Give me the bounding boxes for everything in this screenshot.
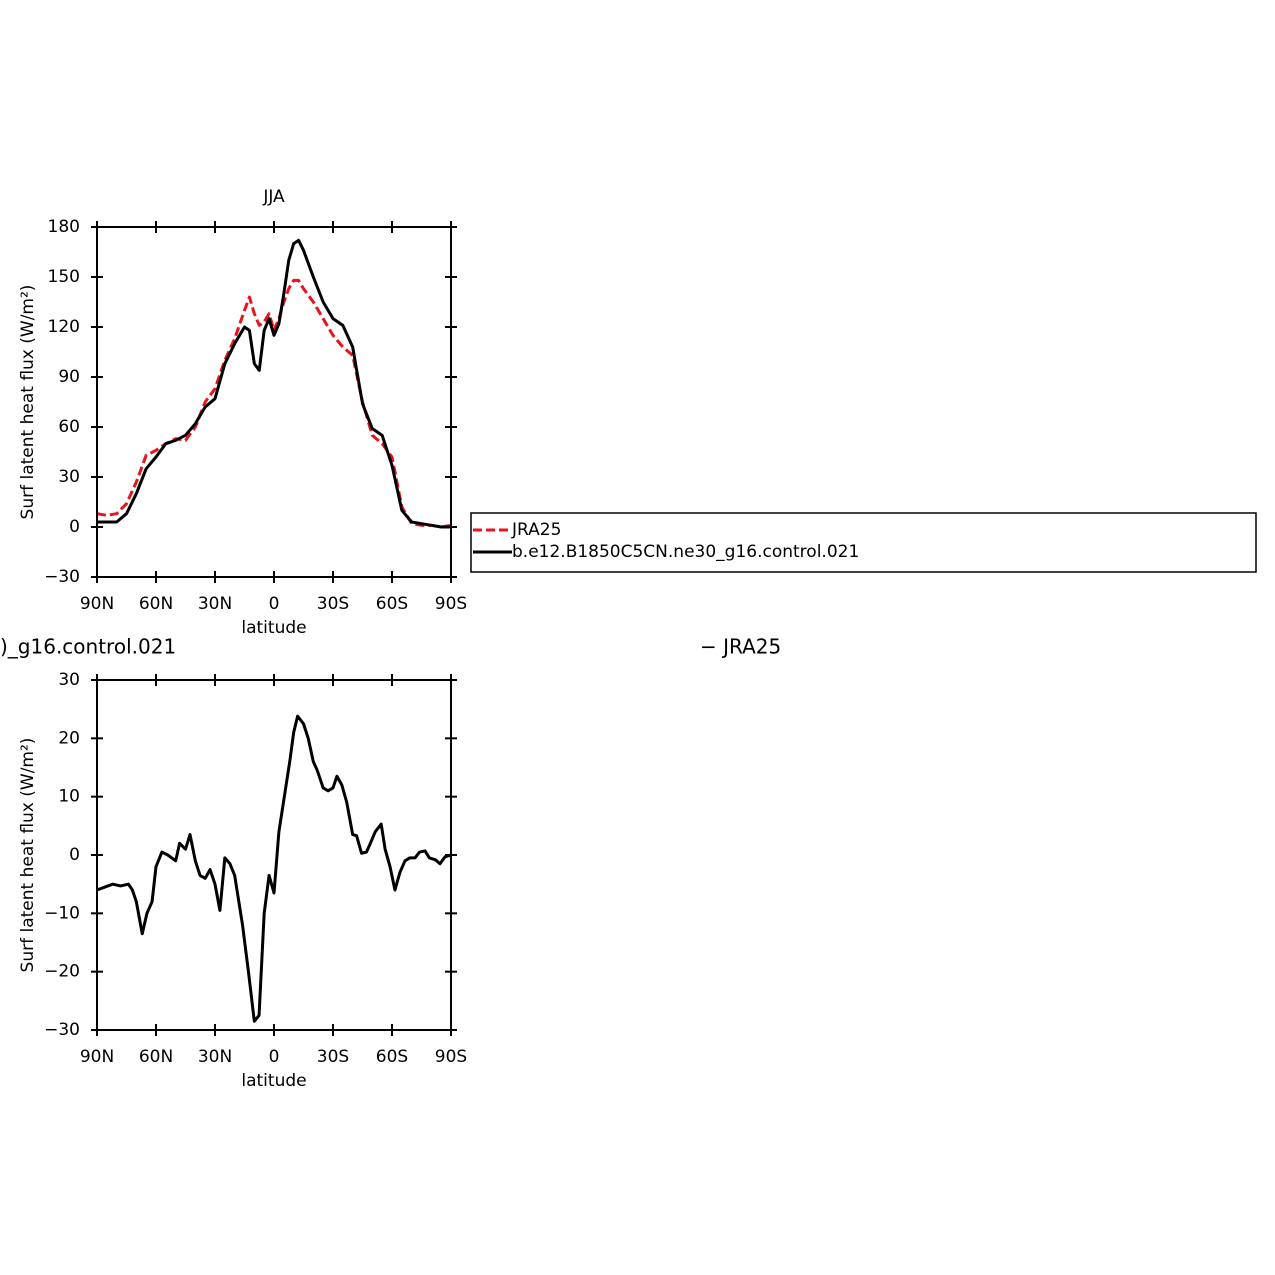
y-tick-label: −20 [44, 962, 80, 982]
x-tick-label: 0 [269, 594, 280, 614]
plot-frame [96, 226, 452, 578]
y-tick-label: 10 [58, 787, 80, 807]
y-axis-label: Surf latent heat flux (W/m²) [18, 738, 38, 973]
y-tick-label: 0 [69, 845, 80, 865]
y-tick-label: 30 [58, 467, 80, 487]
x-tick-label: 30S [317, 594, 349, 614]
x-tick-label: 60S [376, 1047, 408, 1067]
x-tick-label: 30N [198, 1047, 232, 1067]
y-tick-label: 90 [58, 367, 80, 387]
plot-frame [96, 679, 452, 1031]
x-tick-label: 90N [80, 1047, 114, 1067]
y-tick-label: 180 [48, 217, 80, 237]
y-tick-label: 60 [58, 417, 80, 437]
x-axis-label: latitude [241, 618, 306, 638]
y-tick-label: 20 [58, 728, 80, 748]
data-line [97, 238, 451, 529]
legend-box [470, 512, 1257, 573]
x-axis-label: latitude [241, 1071, 306, 1091]
y-tick-label: 150 [48, 267, 80, 287]
y-tick-label: −30 [44, 1020, 80, 1040]
x-tick-label: 30S [317, 1047, 349, 1067]
x-tick-label: 90N [80, 594, 114, 614]
x-tick-label: 30N [198, 594, 232, 614]
chart-title: JJA [262, 187, 285, 207]
chart-title: − JRA25 [700, 635, 781, 659]
data-line [96, 714, 452, 1023]
chart-title: )_g16.control.021 [0, 635, 176, 659]
legend-label: b.e12.B1850C5CN.ne30_g16.control.021 [512, 542, 859, 562]
legend-label: JRA25 [511, 520, 561, 540]
y-axis-label: Surf latent heat flux (W/m²) [18, 285, 38, 520]
y-tick-label: 0 [69, 517, 80, 537]
x-tick-label: 60N [139, 594, 173, 614]
y-tick-label: −30 [44, 567, 80, 587]
x-tick-label: 60N [139, 1047, 173, 1067]
x-tick-label: 60S [376, 594, 408, 614]
x-tick-label: 0 [269, 1047, 280, 1067]
x-tick-label: 90S [435, 594, 467, 614]
x-tick-label: 90S [435, 1047, 467, 1067]
y-tick-label: 120 [48, 317, 80, 337]
y-tick-label: −10 [44, 903, 80, 923]
y-tick-label: 30 [58, 670, 80, 690]
